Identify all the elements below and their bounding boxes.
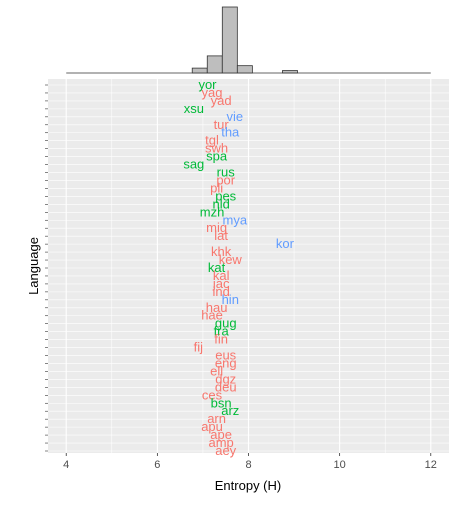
language-label: tha xyxy=(221,125,240,140)
language-label: kat xyxy=(208,260,226,275)
language-label: tur xyxy=(214,117,230,132)
language-label: arn xyxy=(207,411,226,426)
language-label: eng xyxy=(215,355,237,370)
language-label: yag xyxy=(202,85,223,100)
x-tick-label: 6 xyxy=(154,459,160,471)
language-label: rus xyxy=(217,165,236,180)
language-label: mig xyxy=(206,220,227,235)
language-label: spa xyxy=(206,149,228,164)
language-label: kal xyxy=(213,268,230,283)
language-label: eus xyxy=(215,348,236,363)
language-label: ind xyxy=(212,284,229,299)
language-label: hau xyxy=(206,300,228,315)
histogram-bar xyxy=(191,67,208,74)
x-axis-label: Entropy (H) xyxy=(215,478,281,493)
language-label: vie xyxy=(227,109,244,124)
language-label: por xyxy=(216,172,235,187)
language-label: mzh xyxy=(200,204,225,219)
language-label: yad xyxy=(211,93,232,108)
language-label: arz xyxy=(221,403,239,418)
language-label: nld xyxy=(212,196,229,211)
language-label: ces xyxy=(202,387,223,402)
language-label: aey xyxy=(215,443,236,458)
y-axis-label: Language xyxy=(26,237,41,295)
language-label: lat xyxy=(214,228,228,243)
histogram-bar xyxy=(206,55,223,74)
language-label: jac xyxy=(212,276,230,291)
x-tick-label: 10 xyxy=(334,459,346,471)
language-label: fin xyxy=(214,332,228,347)
histogram-bar xyxy=(282,70,298,74)
language-label: hae xyxy=(201,308,223,323)
language-label: ape xyxy=(210,427,232,442)
language-label: fra xyxy=(214,324,230,339)
language-label: khk xyxy=(211,244,232,259)
x-tick-label: 8 xyxy=(245,459,251,471)
language-label: kor xyxy=(276,236,295,251)
language-label: bsn xyxy=(211,395,232,410)
language-label: xsu xyxy=(184,101,204,116)
language-label: pli xyxy=(210,180,223,195)
marginal-histogram xyxy=(66,6,431,74)
x-axis: 4 6 8 10 12 xyxy=(63,453,437,471)
language-label: swh xyxy=(205,141,228,156)
language-label: hin xyxy=(222,292,239,307)
language-label: apu xyxy=(201,419,223,434)
histogram-bar xyxy=(221,6,238,74)
language-label: pes xyxy=(215,188,236,203)
language-label: tgl xyxy=(205,133,219,148)
grid xyxy=(48,79,449,453)
language-label: dgz xyxy=(215,371,236,386)
language-label: deu xyxy=(215,379,237,394)
language-label: mya xyxy=(223,212,248,227)
y-axis xyxy=(45,84,48,452)
language-label: fij xyxy=(194,340,204,355)
language-label: amp xyxy=(209,435,234,450)
language-label: kew xyxy=(219,252,243,267)
language-label: gug xyxy=(215,316,237,331)
histogram-bar xyxy=(236,65,253,74)
language-label: ell xyxy=(210,363,223,378)
language-label: yor xyxy=(198,77,217,92)
language-label: sag xyxy=(183,157,204,172)
x-tick-label: 12 xyxy=(425,459,437,471)
x-tick-label: 4 xyxy=(63,459,69,471)
